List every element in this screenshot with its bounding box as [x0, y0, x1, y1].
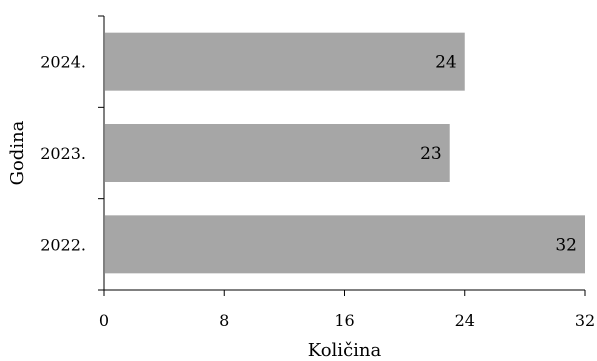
x-tick-label-3: 24: [455, 311, 475, 330]
y-ticks-group: [98, 15, 104, 291]
data-labels-group: 24 23 32: [420, 53, 577, 256]
data-label-1: 23: [420, 144, 442, 164]
bar-0: [105, 32, 465, 91]
data-label-2: 32: [555, 235, 577, 255]
bar-1: [105, 124, 450, 182]
x-tick-labels-group: 0 8 16 24 32: [99, 311, 595, 330]
x-axis-title: Količina: [308, 340, 382, 361]
y-tick-labels-group: 2024. 2023. 2022.: [40, 53, 86, 255]
y-tick-label-0: 2024.: [40, 53, 86, 72]
y-axis-title: Godina: [7, 120, 28, 185]
x-tick-label-1: 8: [219, 311, 229, 330]
data-label-0: 24: [435, 53, 457, 73]
y-tick-label-1: 2023.: [40, 144, 86, 163]
x-tick-label-4: 32: [575, 311, 595, 330]
bars-group: [105, 32, 585, 274]
x-tick-label-0: 0: [99, 311, 109, 330]
bar-2: [105, 215, 585, 274]
x-ticks-group: [103, 290, 586, 296]
y-tick-label-2: 2022.: [40, 235, 86, 254]
x-tick-label-2: 16: [334, 311, 354, 330]
